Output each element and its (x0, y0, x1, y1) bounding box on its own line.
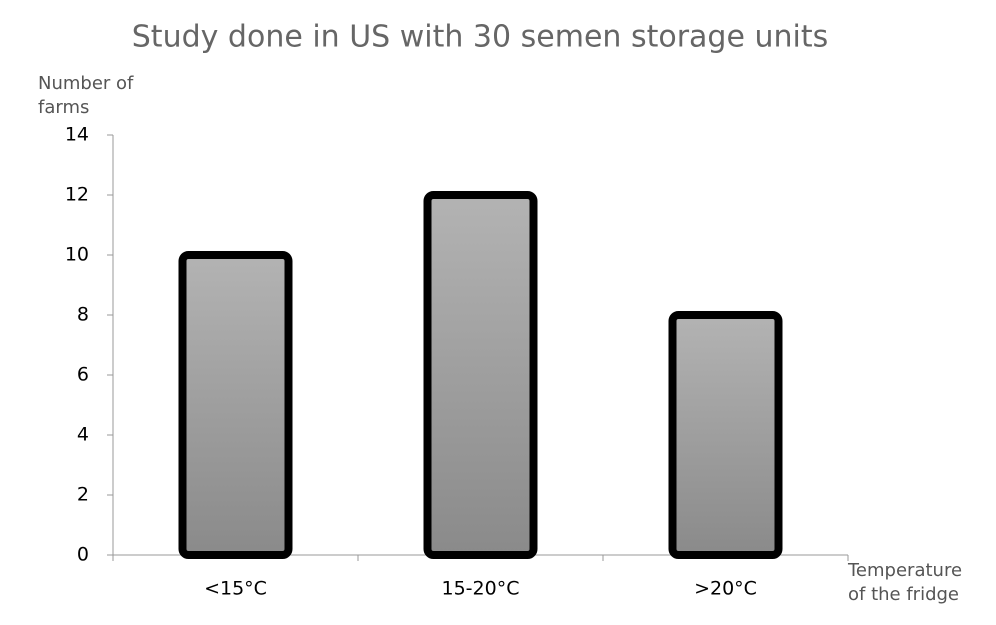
x-tick-label: >20°C (694, 578, 757, 600)
x-tick-label: 15-20°C (442, 578, 520, 600)
x-axis-label: Temperature of the fridge (848, 560, 963, 605)
bar (178, 251, 293, 559)
bar (668, 311, 783, 559)
bar (423, 191, 538, 559)
y-tick-label: 2 (77, 484, 89, 506)
y-tick-label: 14 (65, 124, 89, 146)
y-tick-label: 6 (77, 364, 89, 386)
y-tick-label: 10 (65, 244, 89, 266)
y-tick-label: 0 (77, 544, 89, 566)
y-tick-label: 8 (77, 304, 89, 326)
y-axis-label: Number of farms (38, 73, 134, 118)
y-tick-label: 12 (65, 184, 89, 206)
x-tick-label: <15°C (204, 578, 267, 600)
y-tick-label: 4 (77, 424, 89, 446)
chart-title: Study done in US with 30 semen storage u… (132, 20, 828, 55)
